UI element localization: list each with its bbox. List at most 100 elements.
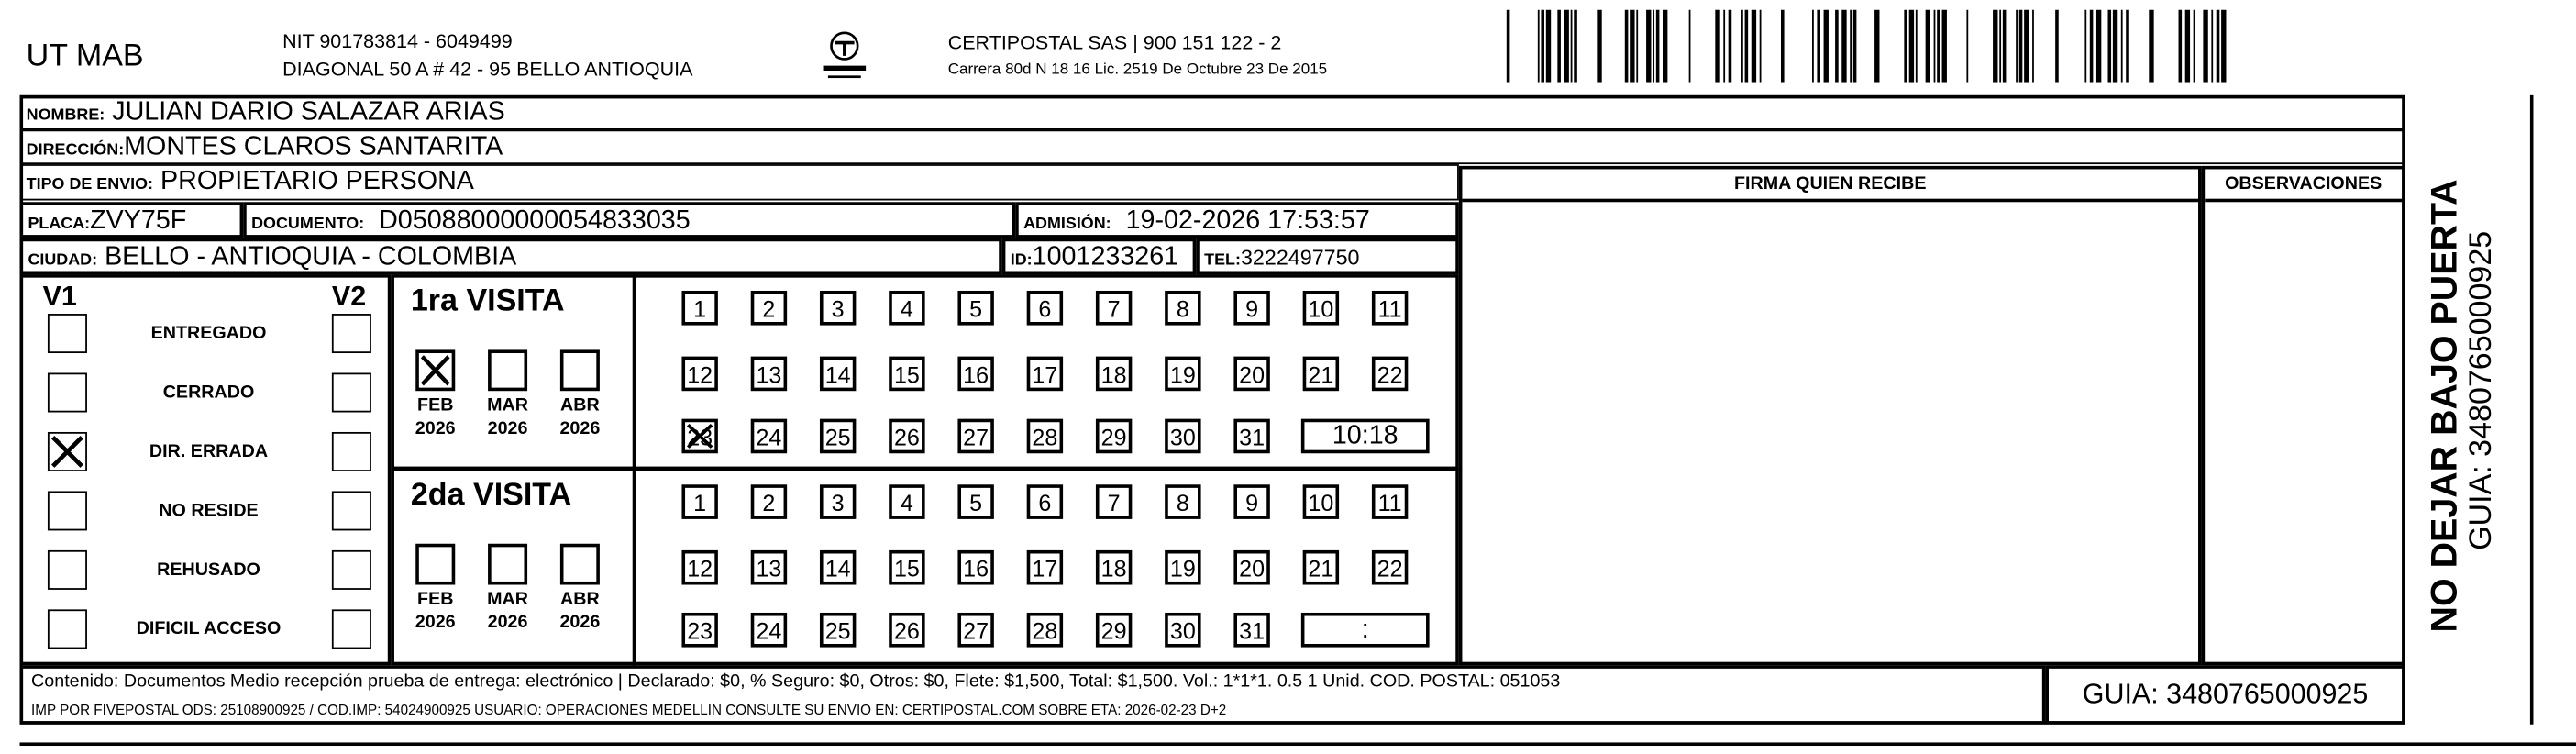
day-box-8[interactable]: 8 xyxy=(1165,484,1201,519)
day-box-14[interactable]: 14 xyxy=(819,549,857,585)
v2-checkbox[interactable] xyxy=(331,549,371,590)
month-year: 2026 xyxy=(487,612,528,633)
day-box-2[interactable]: 2 xyxy=(750,290,788,326)
day-box-9[interactable]: 9 xyxy=(1233,484,1270,519)
day-box-3[interactable]: 3 xyxy=(819,290,857,326)
firma-header: FIRMA QUIEN RECIBE xyxy=(1462,169,2199,203)
barcode-bar xyxy=(2193,9,2195,83)
day-box-6[interactable]: 6 xyxy=(1026,290,1064,326)
v1-checkbox[interactable] xyxy=(47,609,87,649)
day-box-2[interactable]: 2 xyxy=(750,484,788,519)
day-box-28[interactable]: 28 xyxy=(1026,418,1064,454)
day-box-1[interactable]: 1 xyxy=(681,484,718,519)
v1-checkbox[interactable] xyxy=(47,491,87,531)
v1-checkbox[interactable] xyxy=(47,372,87,413)
day-box-12[interactable]: 12 xyxy=(681,549,718,585)
day-box-24[interactable]: 24 xyxy=(750,418,788,454)
day-box-27[interactable]: 27 xyxy=(957,418,994,454)
barcode-bar xyxy=(1908,9,1915,83)
day-box-13[interactable]: 13 xyxy=(750,356,788,392)
day-box-18[interactable]: 18 xyxy=(1095,356,1133,392)
day-box-6[interactable]: 6 xyxy=(1026,484,1064,519)
v1-checkbox[interactable] xyxy=(47,314,87,354)
day-box-31[interactable]: 31 xyxy=(1233,418,1270,454)
barcode-bar xyxy=(1537,9,1540,83)
day-box-4[interactable]: 4 xyxy=(889,290,925,326)
day-box-16[interactable]: 16 xyxy=(957,356,994,392)
day-box-28[interactable]: 28 xyxy=(1026,612,1064,648)
day-box-12[interactable]: 12 xyxy=(681,356,718,392)
observaciones-area[interactable]: OBSERVACIONES xyxy=(2201,165,2405,666)
day-box-14[interactable]: 14 xyxy=(819,356,857,392)
day-box-23[interactable]: 23 xyxy=(681,612,718,648)
v2-checkbox[interactable] xyxy=(331,609,371,649)
day-box-15[interactable]: 15 xyxy=(889,549,925,585)
month-label: FEB xyxy=(417,395,454,416)
day-box-17[interactable]: 17 xyxy=(1026,356,1064,392)
day-box-4[interactable]: 4 xyxy=(889,484,925,519)
day-box-5[interactable]: 5 xyxy=(957,290,994,326)
day-box-18[interactable]: 18 xyxy=(1095,549,1133,585)
month-checkbox[interactable] xyxy=(488,349,528,392)
day-box-26[interactable]: 26 xyxy=(889,418,925,454)
day-box-9[interactable]: 9 xyxy=(1233,290,1270,326)
day-box-25[interactable]: 25 xyxy=(819,418,857,454)
day-box-21[interactable]: 21 xyxy=(1302,549,1340,585)
day-box-11[interactable]: 11 xyxy=(1371,290,1409,326)
v1-checkbox[interactable] xyxy=(47,549,87,590)
day-box-20[interactable]: 20 xyxy=(1233,549,1270,585)
barcode-bar xyxy=(1597,9,1602,83)
side-divider xyxy=(2529,94,2534,725)
barcode-bar xyxy=(2002,9,2007,83)
day-box-19[interactable]: 19 xyxy=(1165,356,1201,392)
visit-time[interactable]: : xyxy=(1300,612,1430,648)
month-checkbox[interactable] xyxy=(415,543,456,585)
day-box-29[interactable]: 29 xyxy=(1095,612,1133,648)
day-box-11[interactable]: 11 xyxy=(1371,484,1409,519)
v1-checkbox[interactable] xyxy=(47,431,87,471)
day-box-31[interactable]: 31 xyxy=(1233,612,1270,648)
day-box-22[interactable]: 22 xyxy=(1371,549,1409,585)
side-warning: NO DEJAR BAJO PUERTA xyxy=(2423,179,2465,633)
day-box-24[interactable]: 24 xyxy=(750,612,788,648)
day-box-25[interactable]: 25 xyxy=(819,612,857,648)
barcode-bar xyxy=(2018,9,2023,83)
day-box-30[interactable]: 30 xyxy=(1165,612,1201,648)
month-checkbox[interactable] xyxy=(488,543,528,585)
day-box-22[interactable]: 22 xyxy=(1371,356,1409,392)
visit-time[interactable]: 10:18 xyxy=(1300,418,1430,454)
day-box-10[interactable]: 10 xyxy=(1302,290,1340,326)
day-box-5[interactable]: 5 xyxy=(957,484,994,519)
firma-area[interactable]: FIRMA QUIEN RECIBE xyxy=(1458,165,2202,666)
day-box-21[interactable]: 21 xyxy=(1302,356,1340,392)
day-box-13[interactable]: 13 xyxy=(750,549,788,585)
day-box-20[interactable]: 20 xyxy=(1233,356,1270,392)
month-checkbox[interactable] xyxy=(559,349,600,392)
barcode-bar xyxy=(1817,9,1820,83)
status-panel: V1 V2 ENTREGADO CERRADO DIR. ERRADA NO RESI… xyxy=(19,274,392,666)
v2-header: V2 xyxy=(331,281,367,313)
day-box-7[interactable]: 7 xyxy=(1095,290,1133,326)
day-box-8[interactable]: 8 xyxy=(1165,290,1201,326)
day-box-16[interactable]: 16 xyxy=(957,549,994,585)
day-box-17[interactable]: 17 xyxy=(1026,549,1064,585)
day-box-30[interactable]: 30 xyxy=(1165,418,1201,454)
day-box-19[interactable]: 19 xyxy=(1165,549,1201,585)
barcode-bar xyxy=(1541,9,1545,83)
v2-checkbox[interactable] xyxy=(331,372,371,413)
month-checkbox[interactable] xyxy=(559,543,600,585)
day-box-15[interactable]: 15 xyxy=(889,356,925,392)
day-box-1[interactable]: 1 xyxy=(681,290,718,326)
day-box-26[interactable]: 26 xyxy=(889,612,925,648)
v2-checkbox[interactable] xyxy=(331,314,371,354)
day-box-23[interactable]: 23 xyxy=(681,418,718,454)
v2-checkbox[interactable] xyxy=(331,491,371,531)
day-box-29[interactable]: 29 xyxy=(1095,418,1133,454)
v2-checkbox[interactable] xyxy=(331,431,371,471)
day-box-7[interactable]: 7 xyxy=(1095,484,1133,519)
barcode-bar xyxy=(1850,9,1852,83)
day-box-3[interactable]: 3 xyxy=(819,484,857,519)
month-checkbox[interactable] xyxy=(415,349,456,392)
day-box-27[interactable]: 27 xyxy=(957,612,994,648)
day-box-10[interactable]: 10 xyxy=(1302,484,1340,519)
